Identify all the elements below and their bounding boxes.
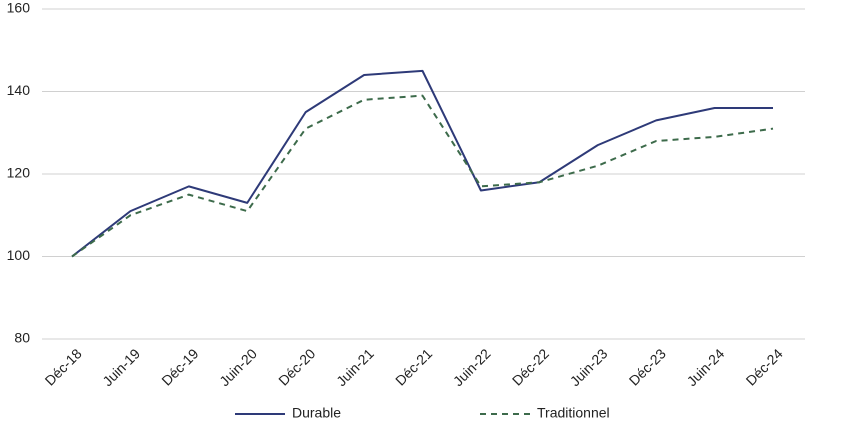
y-tick-label: 100 bbox=[7, 247, 31, 263]
y-tick-label: 120 bbox=[7, 165, 31, 181]
x-tick-label: Juin-19 bbox=[99, 345, 143, 389]
series-line bbox=[71, 94, 774, 258]
y-tick-label: 140 bbox=[7, 82, 31, 98]
legend-label: Durable bbox=[292, 405, 341, 421]
series-line bbox=[71, 69, 773, 258]
x-tick-label: Juin-20 bbox=[216, 345, 260, 389]
x-tick-label: Juin-22 bbox=[450, 345, 494, 389]
x-tick-label: Juin-23 bbox=[567, 345, 611, 389]
y-tick-label: 160 bbox=[7, 0, 31, 16]
y-tick-label: 80 bbox=[14, 330, 30, 346]
legend-label: Traditionnel bbox=[537, 405, 610, 421]
x-tick-label: Déc-23 bbox=[626, 345, 669, 388]
x-tick-label: Déc-21 bbox=[392, 345, 435, 388]
x-tick-label: Juin-21 bbox=[333, 345, 377, 389]
x-tick-label: Déc-22 bbox=[509, 345, 552, 388]
x-tick-label: Déc-19 bbox=[158, 345, 201, 388]
x-tick-label: Déc-20 bbox=[275, 345, 318, 388]
x-tick-label: Juin-24 bbox=[684, 345, 728, 389]
x-tick-label: Déc-18 bbox=[42, 345, 85, 388]
x-tick-label: Déc-24 bbox=[743, 345, 786, 388]
